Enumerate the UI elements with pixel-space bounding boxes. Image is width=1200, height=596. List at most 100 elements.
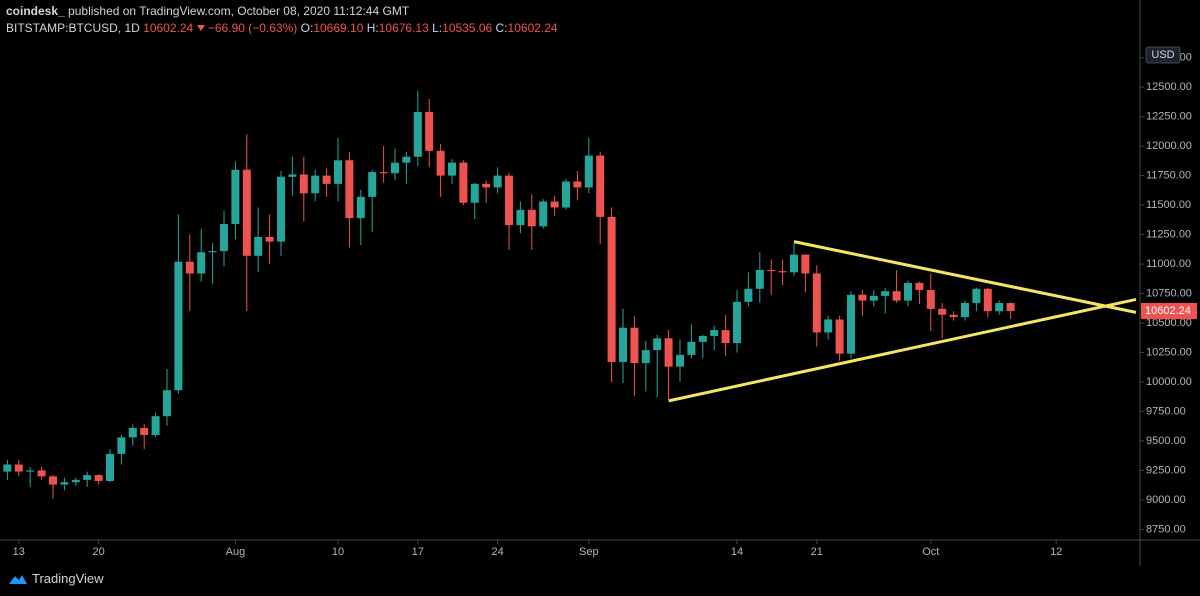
- candle-body: [687, 341, 696, 355]
- candle-body: [128, 427, 137, 438]
- candle-body: [573, 181, 582, 188]
- candle-body: [869, 295, 878, 301]
- candle-body: [653, 338, 662, 351]
- x-tick-label: 24: [491, 546, 503, 558]
- last-price: 10602.24: [143, 21, 194, 35]
- candle-body: [516, 209, 525, 226]
- candle-body: [619, 327, 627, 362]
- candle-body: [356, 196, 365, 219]
- candle-body: [755, 269, 764, 289]
- candle-body: [801, 254, 810, 274]
- x-tick-label: 20: [92, 546, 104, 558]
- candle-body: [664, 338, 673, 367]
- candle-body: [812, 273, 821, 333]
- x-tick-label: Sep: [579, 546, 599, 558]
- candle-body: [721, 330, 730, 344]
- x-tick-label: 13: [13, 546, 25, 558]
- candle-body: [733, 301, 741, 344]
- candle-body: [698, 335, 707, 342]
- candle-body: [14, 464, 23, 472]
- ohlc-key: H:: [366, 21, 379, 35]
- symbol: BITSTAMP:BTCUSD, 1D: [6, 21, 140, 35]
- y-tick-label: 12250.00: [1146, 111, 1192, 123]
- candle-body: [527, 209, 536, 227]
- candle-body: [459, 162, 468, 203]
- last-price-label: 10602.24: [1145, 305, 1191, 317]
- header-line-2: BITSTAMP:BTCUSD, 1D 10602.24 −66.90 (−0.…: [6, 20, 558, 37]
- candle-body: [37, 470, 46, 477]
- candle-body: [174, 261, 183, 391]
- candle-body: [470, 183, 479, 203]
- candle-body: [425, 111, 434, 151]
- y-tick-label: 10250.00: [1146, 346, 1192, 358]
- author: coindesk_: [6, 4, 65, 18]
- candle-body: [778, 271, 787, 273]
- header: coindesk_ published on TradingView.com, …: [6, 3, 558, 37]
- candle-body: [49, 476, 57, 485]
- currency-label: USD: [1151, 49, 1174, 61]
- candle-body: [482, 183, 491, 188]
- candle-body: [790, 254, 798, 273]
- candle-body: [3, 464, 12, 472]
- candle-body: [1006, 303, 1015, 311]
- x-tick-label: 17: [412, 546, 424, 558]
- candle-body: [60, 482, 69, 485]
- logo: [9, 574, 27, 584]
- candle-body: [368, 172, 377, 197]
- ohlc-key: C:: [495, 21, 508, 35]
- candle-body: [106, 453, 114, 482]
- candle-body: [607, 216, 616, 362]
- candle-body: [949, 314, 958, 318]
- y-tick-label: 9250.00: [1146, 464, 1186, 476]
- candle-body: [391, 162, 399, 174]
- candle-body: [915, 282, 924, 290]
- ohlc-value: 10535.06: [442, 21, 493, 35]
- candle-body: [448, 162, 456, 176]
- candle-body: [265, 236, 274, 242]
- y-tick-label: 11000.00: [1146, 258, 1191, 270]
- candle-body: [379, 172, 388, 174]
- last-price-box: [1141, 302, 1197, 319]
- y-tick-label: 9500.00: [1146, 435, 1186, 447]
- candle-body: [185, 261, 194, 274]
- ohlc-key: O:: [300, 21, 314, 35]
- candle-body: [345, 160, 354, 219]
- header-line-1: coindesk_ published on TradingView.com, …: [6, 3, 558, 20]
- candle-body: [334, 160, 342, 184]
- candle-body: [151, 416, 160, 436]
- candle-body: [972, 288, 981, 303]
- y-tick-label: 9750.00: [1146, 405, 1186, 417]
- y-tick-label: 10750.00: [1146, 287, 1192, 299]
- x-tick-label: 12: [1050, 546, 1062, 558]
- candle-body: [493, 175, 502, 188]
- candle-body: [596, 155, 605, 217]
- candle-body: [835, 319, 844, 354]
- y-tick-label: 12500.00: [1146, 81, 1192, 93]
- candle-body: [767, 269, 776, 272]
- candle-body: [231, 169, 240, 224]
- trendline: [668, 297, 1137, 403]
- candle-body: [904, 282, 912, 301]
- y-tick-label: 10000.00: [1146, 376, 1192, 388]
- candle-body: [892, 291, 901, 301]
- candle-body: [322, 175, 331, 184]
- footer: TradingView: [8, 571, 104, 586]
- candle-body: [630, 327, 639, 364]
- ohlc-value: 10676.13: [378, 21, 429, 35]
- ohlc-key: L:: [432, 21, 443, 35]
- candle-body: [242, 169, 251, 256]
- candle-body: [562, 181, 570, 208]
- ohlc-value: 10602.24: [507, 21, 558, 35]
- y-tick-label: 8750.00: [1146, 523, 1186, 535]
- candle-body: [847, 294, 855, 354]
- published: published on TradingView.com, October 08…: [68, 4, 410, 18]
- y-tick-label: 11750.00: [1146, 170, 1191, 182]
- candle-body: [550, 201, 559, 208]
- candle-body: [983, 288, 992, 312]
- y-tick-label: 12000.00: [1146, 140, 1192, 152]
- y-tick-label: 9000.00: [1146, 494, 1186, 506]
- candle-body: [995, 302, 1004, 312]
- axes: 8750.00 9000.00 9250.00 9500.00 9750.00 10000…: [13, 46, 1197, 558]
- candle-body: [938, 308, 947, 315]
